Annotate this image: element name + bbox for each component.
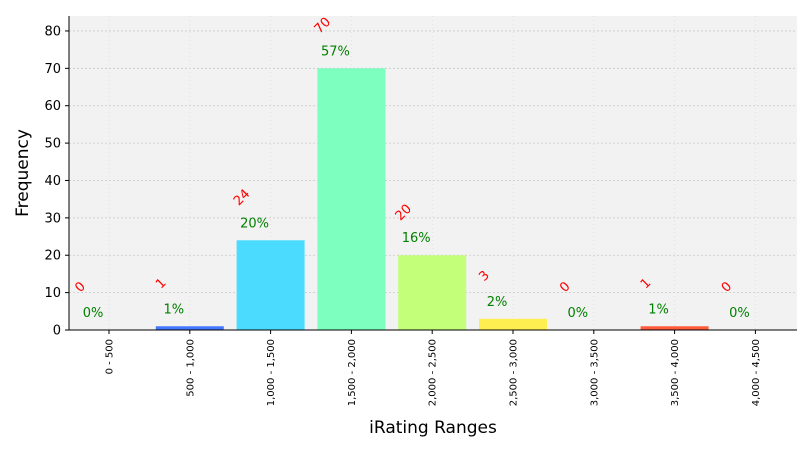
x-axis-title: iRating Ranges [369, 418, 497, 438]
x-ticks: 0 - 500 500 - 1,000 1,000 - 1,500 1,500 - 2… [105, 330, 762, 406]
y-tick-label: 30 [44, 211, 61, 226]
percent-label: 57% [321, 44, 350, 59]
bar [155, 326, 224, 330]
x-tick-label: 500 - 1,000 [185, 339, 196, 397]
y-tick-label: 60 [44, 99, 61, 114]
percent-label: 0% [729, 306, 750, 321]
x-tick-label: 3,500 - 4,000 [670, 339, 681, 406]
bar [479, 318, 547, 330]
bar [317, 68, 386, 330]
percent-label: 1% [648, 302, 669, 317]
x-tick-label: 2,000 - 2,500 [428, 339, 439, 406]
y-tick-label: 0 [53, 324, 61, 339]
x-tick-label: 4,000 - 4,500 [751, 339, 762, 406]
bar [398, 255, 467, 330]
y-tick-label: 80 [44, 24, 61, 39]
y-ticks: 0 10 20 30 40 50 60 70 80 [44, 24, 69, 339]
y-tick-label: 70 [44, 62, 61, 77]
x-tick-label: 1,000 - 1,500 [266, 339, 277, 406]
x-tick-label: 0 - 500 [105, 339, 116, 374]
percent-label: 1% [163, 302, 184, 317]
percent-label: 2% [487, 295, 508, 310]
y-tick-label: 20 [44, 249, 61, 264]
percent-label: 20% [240, 216, 269, 231]
x-tick-label: 1,500 - 2,000 [347, 339, 358, 406]
bars [155, 68, 709, 330]
percent-label: 0% [83, 306, 104, 321]
y-axis-title: Frequency [13, 129, 33, 217]
y-tick-label: 40 [44, 174, 61, 189]
percent-label: 0% [567, 306, 588, 321]
y-tick-label: 50 [44, 137, 61, 152]
x-tick-label: 2,500 - 3,000 [509, 339, 520, 406]
x-tick-label: 3,000 - 3,500 [589, 339, 600, 406]
percent-label: 16% [402, 231, 431, 246]
bar [640, 326, 709, 330]
y-tick-label: 10 [44, 286, 61, 301]
bar [236, 240, 305, 330]
